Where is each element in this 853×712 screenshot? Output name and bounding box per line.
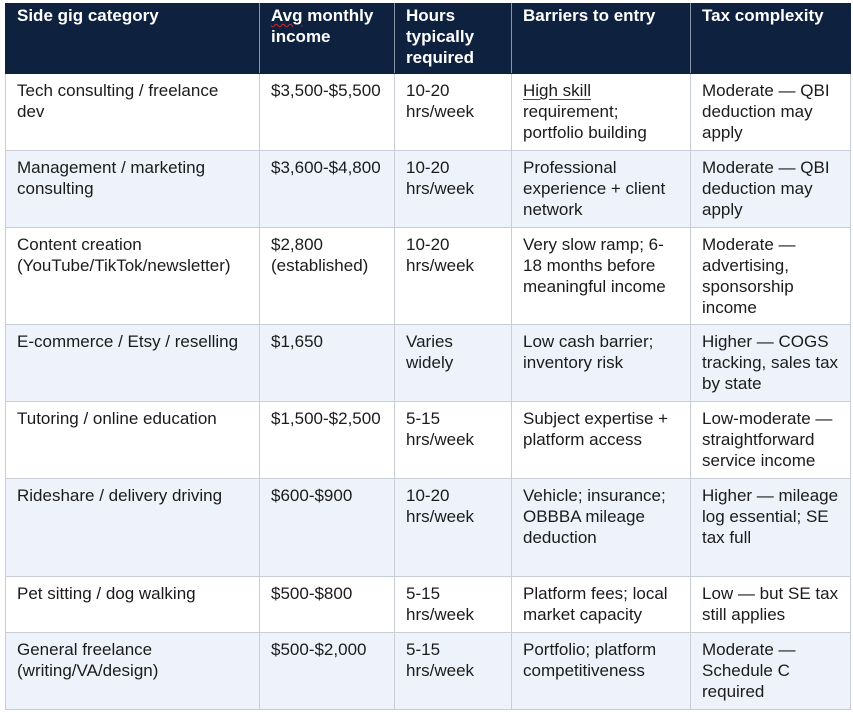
side-gig-comparison-table: Side gig category Avg monthly income Hou…: [5, 3, 851, 710]
cell-tax: Moderate — Schedule C required: [690, 632, 851, 710]
table-row: E-commerce / Etsy / reselling $1,650 Var…: [5, 324, 851, 402]
cell-tax: Moderate — advertising, sponsorship inco…: [690, 227, 851, 325]
cell-income: $500-$800: [259, 576, 395, 633]
barriers-link[interactable]: High skill: [523, 81, 592, 100]
cell-income: $2,800 (established): [259, 227, 395, 325]
cell-income: $3,600-$4,800: [259, 150, 395, 228]
barriers-rest: requirement; portfolio building: [523, 102, 647, 142]
cell-hours: 10-20 hrs/week: [394, 150, 512, 228]
cell-tax: Moderate — QBI deduction may apply: [690, 73, 851, 151]
cell-tax: Low — but SE tax still applies: [690, 576, 851, 633]
cell-category: E-commerce / Etsy / reselling: [5, 324, 260, 402]
table-row: Rideshare / delivery driving $600-$900 1…: [5, 478, 851, 577]
header-income-avg-word: Avg: [271, 6, 303, 25]
cell-category: Pet sitting / dog walking: [5, 576, 260, 633]
cell-barriers: High skill requirement; portfolio buildi…: [511, 73, 691, 151]
cell-income: $1,650: [259, 324, 395, 402]
cell-tax: Moderate — QBI deduction may apply: [690, 150, 851, 228]
cell-barriers: Platform fees; local market capacity: [511, 576, 691, 633]
cell-category: Tutoring / online education: [5, 401, 260, 479]
header-income-rest: monthly income: [271, 6, 374, 46]
cell-barriers: Very slow ramp; 6-18 months before meani…: [511, 227, 691, 325]
table-header: Side gig category Avg monthly income Hou…: [5, 3, 851, 74]
table-body: Tech consulting / freelance dev $3,500-$…: [5, 73, 851, 710]
cell-hours: 5-15 hrs/week: [394, 632, 512, 710]
cell-barriers: Subject expertise + platform access: [511, 401, 691, 479]
cell-category: Content creation (YouTube/TikTok/newslet…: [5, 227, 260, 325]
cell-hours: 10-20 hrs/week: [394, 478, 512, 577]
header-tax: Tax complexity: [690, 3, 851, 74]
cell-hours: 5-15 hrs/week: [394, 401, 512, 479]
cell-tax: Higher — COGS tracking, sales tax by sta…: [690, 324, 851, 402]
cell-barriers: Vehicle; insurance; OBBBA mileage deduct…: [511, 478, 691, 577]
cell-tax: Higher — mileage log essential; SE tax f…: [690, 478, 851, 577]
table-row: Tutoring / online education $1,500-$2,50…: [5, 401, 851, 479]
header-barriers: Barriers to entry: [511, 3, 691, 74]
cell-hours: 5-15 hrs/week: [394, 576, 512, 633]
cell-barriers: Portfolio; platform competitiveness: [511, 632, 691, 710]
cell-category: Tech consulting / freelance dev: [5, 73, 260, 151]
table-row: General freelance (writing/VA/design) $5…: [5, 632, 851, 710]
cell-tax: Low-moderate — straightforward service i…: [690, 401, 851, 479]
cell-hours: 10-20 hrs/week: [394, 73, 512, 151]
header-row: Side gig category Avg monthly income Hou…: [5, 3, 851, 74]
cell-category: General freelance (writing/VA/design): [5, 632, 260, 710]
header-hours: Hours typically required: [394, 3, 512, 74]
cell-income: $1,500-$2,500: [259, 401, 395, 479]
header-category: Side gig category: [5, 3, 260, 74]
cell-income: $500-$2,000: [259, 632, 395, 710]
cell-category: Rideshare / delivery driving: [5, 478, 260, 577]
cell-income: $600-$900: [259, 478, 395, 577]
cell-hours: 10-20 hrs/week: [394, 227, 512, 325]
cell-barriers: Professional experience + client network: [511, 150, 691, 228]
cell-hours: Varies widely: [394, 324, 512, 402]
cell-income: $3,500-$5,500: [259, 73, 395, 151]
table-row: Pet sitting / dog walking $500-$800 5-15…: [5, 576, 851, 633]
header-income: Avg monthly income: [259, 3, 395, 74]
cell-category: Management / marketing consulting: [5, 150, 260, 228]
cell-barriers: Low cash barrier; inventory risk: [511, 324, 691, 402]
table-row: Tech consulting / freelance dev $3,500-$…: [5, 73, 851, 151]
table-row: Management / marketing consulting $3,600…: [5, 150, 851, 228]
table-row: Content creation (YouTube/TikTok/newslet…: [5, 227, 851, 325]
